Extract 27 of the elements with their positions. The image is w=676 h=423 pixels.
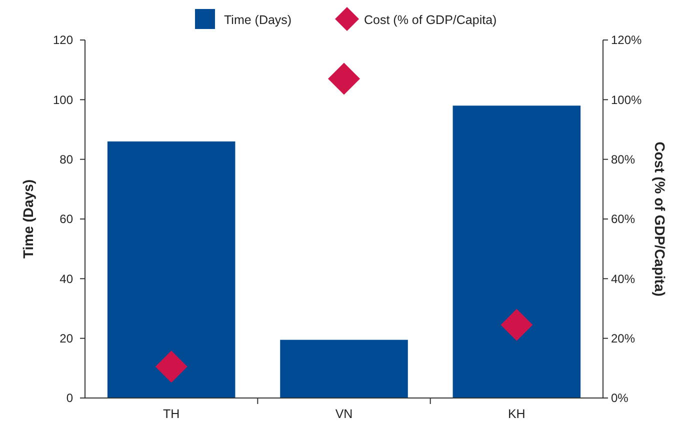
y-tick-label: 40 xyxy=(60,272,74,286)
point xyxy=(328,62,360,95)
y2-tick-label: 80% xyxy=(611,152,636,167)
bar xyxy=(452,106,581,398)
y-axis-title: Time (Days) xyxy=(20,179,36,259)
y-tick-label: 20 xyxy=(60,332,74,346)
point xyxy=(155,350,188,383)
y2-tick-label: 20% xyxy=(611,332,636,346)
y-tick-label: 120 xyxy=(52,33,74,48)
legend-label: Cost (% of GDP/Capita) xyxy=(364,13,497,27)
x-tick-label: TH xyxy=(162,407,180,421)
y-tick-label: 80 xyxy=(60,152,74,167)
y2-tick-label: 120% xyxy=(611,33,642,48)
y2-tick-label: 0% xyxy=(611,391,629,406)
y2-tick-label: 100% xyxy=(611,92,642,107)
y2-tick-label: 60% xyxy=(611,212,636,226)
bar xyxy=(107,141,236,398)
x-tick-label: VN xyxy=(335,407,353,421)
y-tick-label: 100 xyxy=(52,92,74,107)
y2-tick-label: 40% xyxy=(611,272,636,286)
bar xyxy=(280,340,408,398)
legend-label: Time (Days) xyxy=(224,13,292,27)
y-tick-label: 0 xyxy=(66,391,74,406)
point xyxy=(500,308,533,341)
y-tick-label: 60 xyxy=(60,212,74,226)
y2-axis-title: Cost (% of GDP/Capita) xyxy=(652,142,668,296)
x-tick-label: KH xyxy=(508,407,526,421)
